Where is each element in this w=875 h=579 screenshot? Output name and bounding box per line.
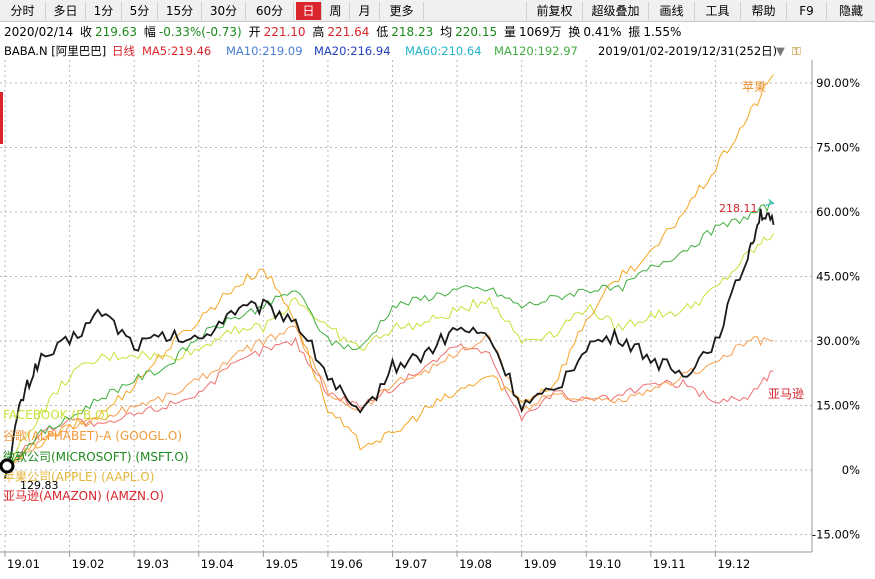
symbol-label: BABA.N [阿里巴巴] <box>4 44 107 58</box>
close-value: 219.63 <box>95 25 138 39</box>
amplitude-label: 振 <box>628 25 641 39</box>
baba-last-value: 218.11 <box>719 202 758 215</box>
tab-more[interactable]: 更多 <box>380 2 424 20</box>
ma-legend-bar: BABA.N [阿里巴巴] 日线 MA5:219.46 MA10:219.09 … <box>0 42 875 60</box>
low-value: 218.23 <box>391 25 434 39</box>
side-marker <box>0 92 3 144</box>
change-label: 幅 <box>143 25 156 39</box>
amazon-end-label: 亚马逊 <box>768 387 804 401</box>
open-label: 开 <box>248 25 261 39</box>
ma60-value: MA60:210.64 <box>405 44 482 58</box>
dropdown-triangle-icon[interactable]: ▼ <box>776 44 785 58</box>
x-tick-label: 19.06 <box>330 557 363 571</box>
tab-15min[interactable]: 15分 <box>158 2 202 20</box>
grid-lines <box>0 60 812 557</box>
start-point-marker[interactable] <box>0 458 15 474</box>
low-label: 低 <box>376 25 389 39</box>
volume-value: 1069万 <box>518 25 562 39</box>
tab-multiday[interactable]: 多日 <box>46 2 86 20</box>
tab-intraday[interactable]: 分时 <box>0 2 46 20</box>
y-tick-label: 45.00% <box>816 270 860 284</box>
y-tick-label: 90.00% <box>816 76 860 90</box>
help-button[interactable]: 帮助 <box>740 2 786 20</box>
end-arrow-icon <box>765 199 775 206</box>
hide-button[interactable]: 隐藏 <box>826 2 875 20</box>
start-value-label: 129.83 <box>20 479 59 492</box>
tab-30min[interactable]: 30分 <box>202 2 246 20</box>
tab-1min[interactable]: 1分 <box>86 2 122 20</box>
close-label: 收 <box>80 25 93 39</box>
ma5-value: MA5:219.46 <box>142 44 212 58</box>
draw-button[interactable]: 画线 <box>648 2 694 20</box>
period-label: 日线 <box>112 44 135 58</box>
y-tick-label: 75.00% <box>816 141 860 155</box>
high-value: 221.64 <box>327 25 370 39</box>
tools-button[interactable]: 工具 <box>694 2 740 20</box>
x-axis-labels: 19.01 19.02 19.03 19.04 19.05 19.06 19.07 19.08… <box>7 557 750 571</box>
x-tick-label: 19.02 <box>72 557 105 571</box>
x-tick-label: 19.11 <box>653 557 686 571</box>
x-tick-label: 19.03 <box>136 557 169 571</box>
open-value: 221.10 <box>263 25 306 39</box>
tab-60min[interactable]: 60分 <box>246 2 294 20</box>
comparison-chart: 90.00% 75.00% 60.00% 45.00% 30.00% 15.00% 0% -1… <box>0 60 860 571</box>
turnover-label: 换 <box>568 25 581 39</box>
adjust-button[interactable]: 前复权 <box>526 2 582 20</box>
x-tick-label: 19.07 <box>395 557 428 571</box>
facebook-line <box>4 233 774 471</box>
quote-date: 2020/02/14 <box>4 25 74 39</box>
y-tick-label: 0% <box>842 463 860 477</box>
tab-daily[interactable]: 日 <box>296 2 322 20</box>
period-toolbar: 分时 多日 1分 5分 15分 30分 60分 日 周 月 更多 前复权 超级叠… <box>0 0 875 22</box>
x-tick-label: 19.08 <box>459 557 492 571</box>
tab-weekly[interactable]: 周 <box>322 2 350 20</box>
date-range-label[interactable]: 2019/01/02-2019/12/31(252日) <box>598 44 778 58</box>
y-axis-labels: 90.00% 75.00% 60.00% 45.00% 30.00% 15.00% 0% -1… <box>812 76 860 542</box>
x-tick-label: 19.10 <box>588 557 621 571</box>
tab-5min[interactable]: 5分 <box>122 2 158 20</box>
y-tick-label: 60.00% <box>816 205 860 219</box>
avg-label: 均 <box>440 25 453 39</box>
turnover-value: 0.41% <box>583 25 622 39</box>
quote-info-bar: 2020/02/14 收 219.63 幅 -0.33%(-0.73) 开 221.1… <box>0 22 875 42</box>
high-label: 高 <box>312 25 325 39</box>
ma120-value: MA120:192.97 <box>494 44 578 58</box>
ma10-value: MA10:219.09 <box>226 44 303 58</box>
amplitude-value: 1.55% <box>643 25 682 39</box>
amazon-line <box>4 336 774 471</box>
apple-end-label: 苹果 <box>742 80 766 94</box>
series-lines <box>4 74 775 479</box>
x-tick-label: 19.05 <box>265 557 298 571</box>
y-tick-label: 30.00% <box>816 334 860 348</box>
change-value: -0.33%(-0.73) <box>158 25 242 39</box>
baba-line <box>4 208 775 479</box>
f9-button[interactable]: F9 <box>786 2 826 20</box>
legend-google: 谷歌(ALPHABET)-A (GOOGL.O) <box>3 428 182 443</box>
legend-apple: 苹果公司(APPLE) (AAPL.O) <box>3 470 154 484</box>
microsoft-line <box>4 200 774 471</box>
x-tick-label: 19.09 <box>524 557 557 571</box>
volume-label: 量 <box>503 25 516 39</box>
overlay-button[interactable]: 超级叠加 <box>582 2 648 20</box>
y-tick-label: -15.00% <box>812 528 860 542</box>
legend-amazon: 亚马逊(AMAZON) (AMZN.O) <box>3 489 164 503</box>
x-tick-label: 19.01 <box>7 557 40 571</box>
x-tick-label: 19.04 <box>201 557 234 571</box>
tab-monthly[interactable]: 月 <box>350 2 380 20</box>
google-line <box>4 325 774 471</box>
apple-line <box>4 74 774 471</box>
lock-icon[interactable]: ⚿ <box>792 44 801 58</box>
legend-microsoft: 微软公司(MICROSOFT) (MSFT.O) <box>3 450 189 464</box>
x-tick-label: 19.12 <box>717 557 750 571</box>
ma20-value: MA20:216.94 <box>314 44 391 58</box>
legend-facebook: FACEBOOK (FB.O) <box>3 408 109 422</box>
y-tick-label: 15.00% <box>816 399 860 413</box>
avg-value: 220.15 <box>455 25 498 39</box>
